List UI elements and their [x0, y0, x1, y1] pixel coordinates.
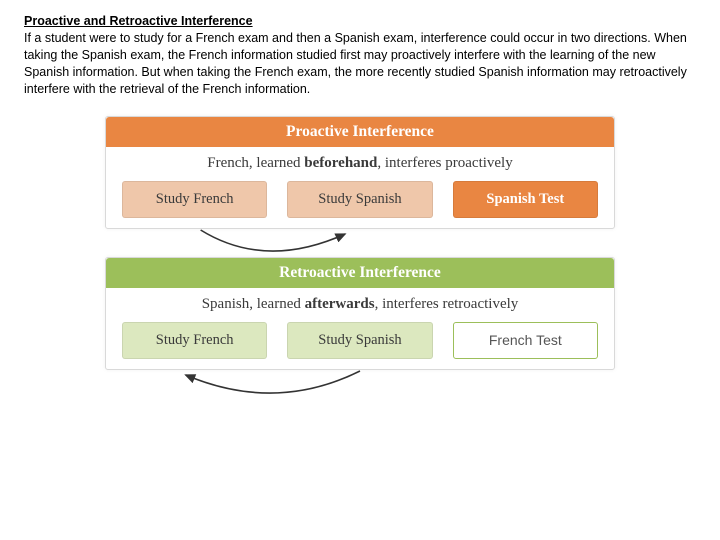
intro-paragraph: If a student were to study for a French … — [24, 30, 696, 98]
proactive-box-study-french: Study French — [122, 181, 267, 218]
retroactive-sub-pre: Spanish, learned — [202, 296, 305, 312]
proactive-subtitle: French, learned beforehand, interferes p… — [106, 147, 614, 181]
proactive-box-test: Spanish Test — [453, 181, 598, 218]
retroactive-box-study-spanish: Study Spanish — [287, 322, 432, 359]
retroactive-boxrow: Study French Study Spanish French Test — [106, 322, 614, 363]
page-root: Proactive and Retroactive Interference I… — [0, 0, 720, 412]
retroactive-subtitle: Spanish, learned afterwards, interferes … — [106, 288, 614, 322]
retroactive-header: Retroactive Interference — [106, 258, 614, 288]
retroactive-box-test: French Test — [453, 322, 598, 359]
proactive-sub-bold: beforehand — [304, 155, 377, 171]
retroactive-arrow — [106, 369, 614, 413]
retroactive-sub-post: , interferes retroactively — [375, 296, 519, 312]
proactive-boxrow: Study French Study Spanish Spanish Test — [106, 181, 614, 222]
proactive-box-study-spanish: Study Spanish — [287, 181, 432, 218]
retroactive-panel: Retroactive Interference Spanish, learne… — [105, 257, 615, 370]
proactive-panel: Proactive Interference French, learned b… — [105, 116, 615, 229]
figure-wrap: Proactive Interference French, learned b… — [24, 116, 696, 398]
proactive-header: Proactive Interference — [106, 117, 614, 147]
retroactive-sub-bold: afterwards — [305, 296, 375, 312]
proactive-sub-pre: French, learned — [207, 155, 304, 171]
figure: Proactive Interference French, learned b… — [105, 116, 615, 398]
proactive-sub-post: , interferes proactively — [377, 155, 512, 171]
page-title: Proactive and Retroactive Interference — [24, 14, 696, 28]
retroactive-box-study-french: Study French — [122, 322, 267, 359]
